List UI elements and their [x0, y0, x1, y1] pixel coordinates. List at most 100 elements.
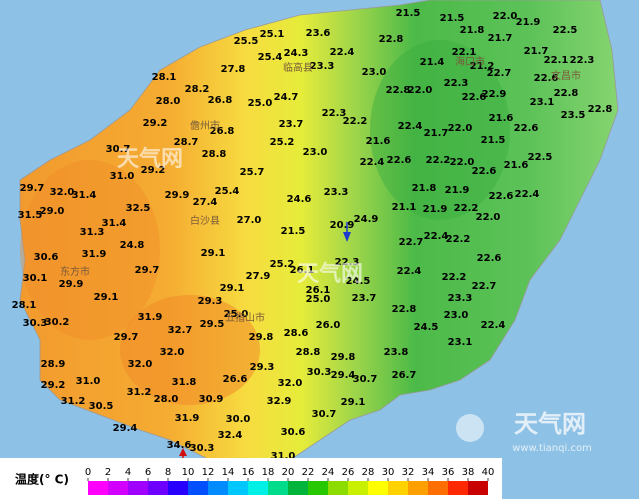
place-name: 海口市 [455, 55, 485, 68]
temperature-label: 22.9 [482, 89, 507, 100]
temperature-label: 29.2 [143, 118, 168, 129]
temperature-label: 22.6 [514, 123, 539, 134]
temperature-label: 21.2 [470, 61, 495, 72]
temperature-label: 22.4 [398, 121, 423, 132]
temperature-label: 22.7 [399, 237, 424, 248]
color-swatch [448, 481, 468, 495]
place-name: 儋州市 [190, 119, 220, 132]
temperature-label: 25.2 [270, 137, 295, 148]
color-swatch [268, 481, 288, 495]
temperature-label: 32.0 [50, 187, 75, 198]
temperature-label: 29.7 [135, 265, 160, 276]
temperature-label: 23.3 [310, 61, 335, 72]
temperature-label: 21.6 [489, 113, 514, 124]
temperature-label: 22.6 [534, 73, 559, 84]
color-swatch [428, 481, 448, 495]
watermark: 天气网 [514, 410, 586, 438]
temperature-label: 30.6 [34, 252, 59, 263]
temperature-label: 24.6 [287, 194, 312, 205]
temperature-label: 22.8 [392, 304, 417, 315]
temperature-label: 21.1 [392, 202, 417, 213]
color-swatch [408, 481, 428, 495]
color-swatch [288, 481, 308, 495]
temperature-label: 21.5 [396, 8, 421, 19]
temperature-label: 31.5 [18, 210, 43, 221]
color-swatch [388, 481, 408, 495]
place-name: 东方市 [60, 265, 90, 278]
temperature-label: 22.2 [426, 155, 451, 166]
temperature-label: 25.0 [248, 98, 273, 109]
temperature-label: 22.3 [570, 55, 595, 66]
temperature-label: 29.7 [20, 183, 45, 194]
color-swatch [128, 481, 148, 495]
temperature-label: 23.6 [306, 28, 331, 39]
temperature-label: 21.4 [420, 57, 445, 68]
temperature-label: 22.3 [335, 257, 360, 268]
temperature-label: 28.9 [41, 359, 66, 370]
temperature-label: 23.5 [561, 110, 586, 121]
temperature-label: 26.1 [290, 265, 315, 276]
temperature-label: 34.6 [167, 440, 192, 451]
legend-tick-label: 6 [145, 467, 151, 478]
temperature-label: 22.6 [387, 155, 412, 166]
temperature-label: 29.1 [220, 283, 245, 294]
temperature-label: 31.9 [138, 312, 163, 323]
temperature-label: 24.5 [414, 322, 439, 333]
legend-tick-label: 8 [165, 467, 171, 478]
temperature-label: 23.1 [448, 337, 473, 348]
min-arrow [343, 232, 351, 242]
temperature-label: 29.8 [249, 332, 274, 343]
temperature-label: 25.0 [224, 309, 249, 320]
temperature-label: 31.9 [175, 413, 200, 424]
temperature-label: 21.7 [488, 33, 513, 44]
color-swatch [468, 481, 488, 495]
temperature-label: 22.2 [442, 272, 467, 283]
place-name: 五指山市 [225, 311, 265, 324]
temperature-label: 30.1 [23, 273, 48, 284]
temperature-label: 30.3 [23, 318, 48, 329]
temperature-labels: 21.5 21.5 22.021.921.821.722.525.1 23.625.5… [12, 8, 613, 468]
temperature-label: 29.9 [165, 190, 190, 201]
temperature-label: 28.8 [296, 347, 321, 358]
temperature-label: 30.0 [226, 414, 251, 425]
temperature-label: 22.0 [450, 157, 475, 168]
temperature-label: 31.4 [102, 218, 127, 229]
temperature-label: 22.0 [493, 11, 518, 22]
temperature-label: 23.0 [303, 147, 328, 158]
temperature-label: 29.1 [94, 292, 119, 303]
temperature-label: 29.9 [59, 279, 84, 290]
temperature-label: 25.0 [306, 294, 331, 305]
temperature-label: 31.0 [110, 171, 135, 182]
temperature-label: 22.6 [472, 166, 497, 177]
temperature-label: 25.1 [260, 29, 285, 40]
temperature-label: 22.8 [379, 34, 404, 45]
legend: 0 2 4 6 8 10 12 14 16 18 20 22 24 26 28 30 32 34 36 38 40 [85, 467, 494, 495]
color-swatch [108, 481, 128, 495]
temperature-label: 30.7 [353, 374, 378, 385]
temperature-label: 29.0 [40, 206, 65, 217]
legend-tick-label: 32 [402, 467, 415, 478]
temperature-label: 30.3 [307, 367, 332, 378]
temperature-label: 29.1 [341, 397, 366, 408]
temperature-label: 22.8 [588, 104, 613, 115]
temperature-label: 22.0 [448, 123, 473, 134]
temperature-label: 28.2 [185, 84, 210, 95]
watermark: 天气网 [297, 261, 363, 287]
temperature-label: 29.7 [114, 332, 139, 343]
temperature-label: 24.5 [346, 276, 371, 287]
temperature-label: 21.8 [412, 183, 437, 194]
temperature-label: 23.3 [448, 293, 473, 304]
temperature-label: 26.8 [210, 126, 235, 137]
temperature-label: 21.7 [524, 46, 549, 57]
legend-tick-label: 38 [462, 467, 475, 478]
temperature-label: 31.2 [127, 387, 152, 398]
temperature-label: 22.1 [544, 55, 569, 66]
temperature-label: 30.2 [45, 317, 70, 328]
color-swatch [88, 481, 108, 495]
temperature-label: 26.6 [223, 374, 248, 385]
legend-tick-label: 16 [242, 467, 255, 478]
temperature-label: 28.7 [174, 137, 199, 148]
temperature-label: 20.9 [330, 220, 355, 231]
color-swatch [308, 481, 328, 495]
